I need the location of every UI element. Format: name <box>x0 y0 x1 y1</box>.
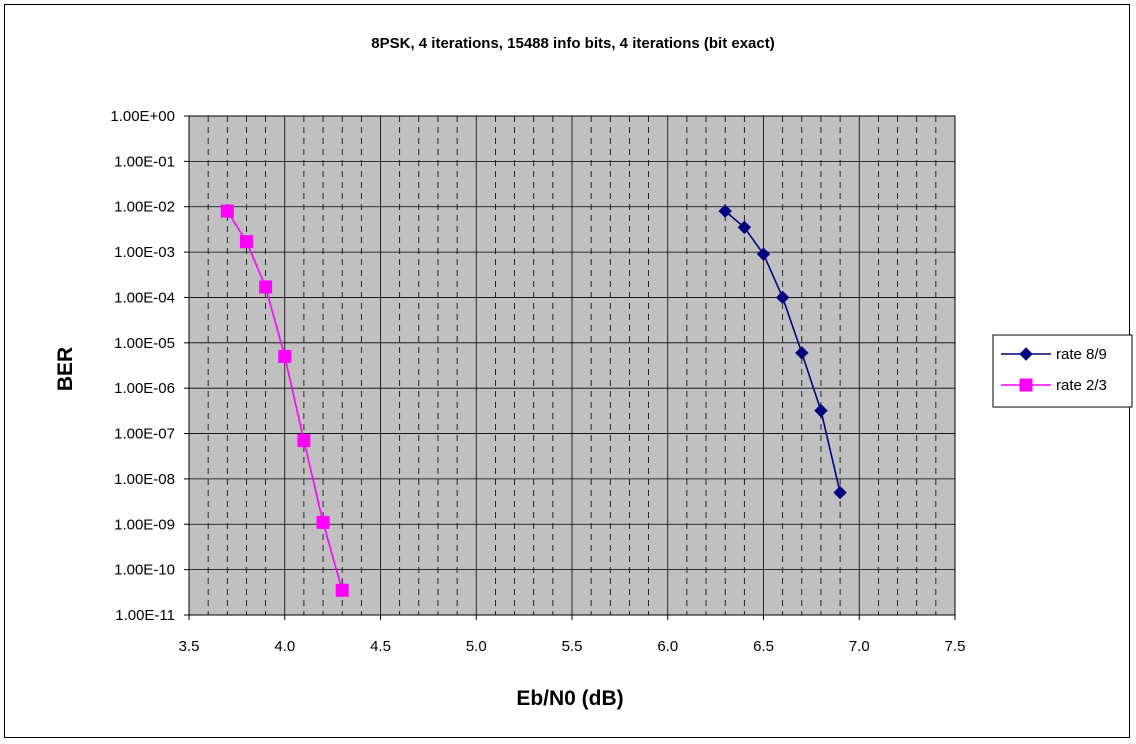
data-point <box>259 280 273 294</box>
x-tick-label: 7.5 <box>945 638 966 655</box>
plot-border <box>188 115 956 616</box>
data-point <box>239 235 253 249</box>
y-tick-label: 1.00E+00 <box>110 108 175 125</box>
data-point <box>335 583 349 597</box>
x-tick-label: 4.0 <box>274 638 295 655</box>
legend-label: rate 2/3 <box>1056 377 1107 394</box>
data-point <box>814 403 828 418</box>
legend-marker <box>1019 378 1033 392</box>
x-tick-label: 5.5 <box>562 638 583 655</box>
data-point <box>737 220 752 235</box>
y-tick-label: 1.00E-11 <box>115 607 175 624</box>
plot-area: 1.00E+00 1.00E-01 1.00E-02 1.00E-03 1.00E-04… <box>110 108 965 655</box>
data-point <box>278 349 292 363</box>
y-axis-title: BER <box>54 347 77 391</box>
y-tick-label: 1.00E-04 <box>114 289 175 306</box>
y-tick-label: 1.00E-08 <box>114 471 175 488</box>
legend-marker <box>1019 347 1033 361</box>
x-tick-label: 3.5 <box>179 638 200 655</box>
data-point <box>316 515 330 529</box>
y-tick-label: 1.00E-01 <box>114 153 175 170</box>
data-point <box>297 434 311 448</box>
y-tick-label: 1.00E-07 <box>114 426 175 443</box>
data-point <box>220 204 234 218</box>
y-tick-label: 1.00E-05 <box>114 335 175 352</box>
data-point <box>795 346 809 360</box>
x-tick-label: 4.5 <box>370 638 391 655</box>
chart-title: 8PSK, 4 iterations, 15488 info bits, 4 i… <box>371 35 774 52</box>
y-tick-label: 1.00E-02 <box>114 199 175 216</box>
x-tick-label: 5.0 <box>466 638 487 655</box>
legend-box <box>992 334 1133 408</box>
data-point <box>775 290 790 305</box>
x-tick-label: 6.5 <box>753 638 774 655</box>
y-tick-label: 1.00E-06 <box>114 380 175 397</box>
data-point <box>833 485 847 500</box>
data-point <box>718 204 732 218</box>
legend-label: rate 8/9 <box>1056 346 1107 363</box>
x-tick-label: 6.0 <box>657 638 678 655</box>
data-point <box>756 247 771 261</box>
y-tick-label: 1.00E-09 <box>114 516 175 533</box>
legend: rate 8/9 rate 2/3 <box>992 334 1133 408</box>
y-tick-label: 1.00E-10 <box>114 562 175 579</box>
x-axis-title: Eb/N0 (dB) <box>516 687 623 710</box>
y-tick-label: 1.00E-03 <box>114 244 175 261</box>
x-tick-label: 7.0 <box>849 638 870 655</box>
